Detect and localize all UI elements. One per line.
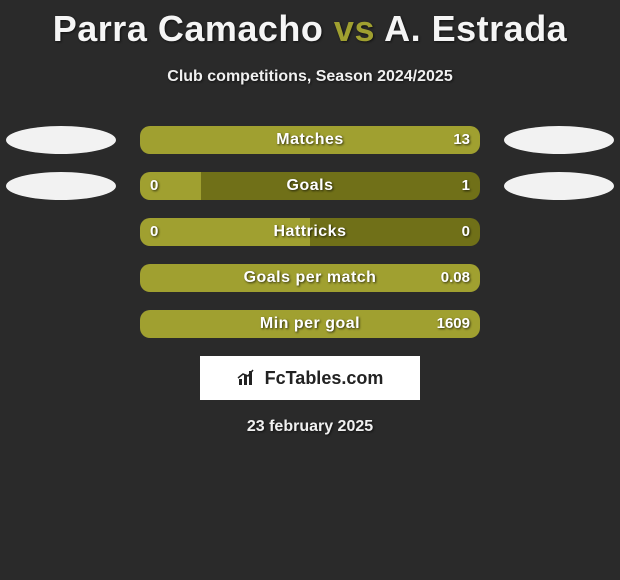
stat-bar: Goals0 1 xyxy=(140,172,480,200)
stat-label: Matches xyxy=(140,126,480,154)
player2-oval xyxy=(504,172,614,200)
stat-value-right: 0.08 xyxy=(441,264,470,292)
stat-bar: Hattricks0 0 xyxy=(140,218,480,246)
stat-row: Goals per match0.08 xyxy=(0,264,620,292)
stat-label: Goals xyxy=(140,172,480,200)
stat-value-left: 0 xyxy=(150,218,158,246)
branding-text: FcTables.com xyxy=(265,368,384,389)
stat-value-left: 0 xyxy=(150,172,158,200)
stat-bar: Min per goal1609 xyxy=(140,310,480,338)
branding-badge: FcTables.com xyxy=(200,356,420,400)
stat-row: Goals0 1 xyxy=(0,172,620,200)
stat-row: Matches13 xyxy=(0,126,620,154)
stat-value-right: 13 xyxy=(453,126,470,154)
stat-value-right: 0 xyxy=(462,218,470,246)
stat-row: Min per goal1609 xyxy=(0,310,620,338)
stats-area: Matches13Goals01Hattricks00Goals per mat… xyxy=(0,126,620,338)
stat-bar: Matches13 xyxy=(140,126,480,154)
comparison-title: Parra Camacho vs A. Estrada xyxy=(0,0,620,50)
player1-oval xyxy=(6,126,116,154)
stat-label: Min per goal xyxy=(140,310,480,338)
subtitle: Club competitions, Season 2024/2025 xyxy=(0,68,620,86)
stat-value-right: 1 xyxy=(462,172,470,200)
vs-label: vs xyxy=(334,8,375,49)
date-stamp: 23 february 2025 xyxy=(0,418,620,436)
stat-value-right: 1609 xyxy=(437,310,470,338)
stat-row: Hattricks0 0 xyxy=(0,218,620,246)
chart-icon xyxy=(237,369,259,387)
player1-oval xyxy=(6,172,116,200)
stat-bar: Goals per match0.08 xyxy=(140,264,480,292)
stat-label: Goals per match xyxy=(140,264,480,292)
player1-name: Parra Camacho xyxy=(53,8,324,49)
stat-label: Hattricks xyxy=(140,218,480,246)
player2-oval xyxy=(504,126,614,154)
player2-name: A. Estrada xyxy=(384,8,567,49)
